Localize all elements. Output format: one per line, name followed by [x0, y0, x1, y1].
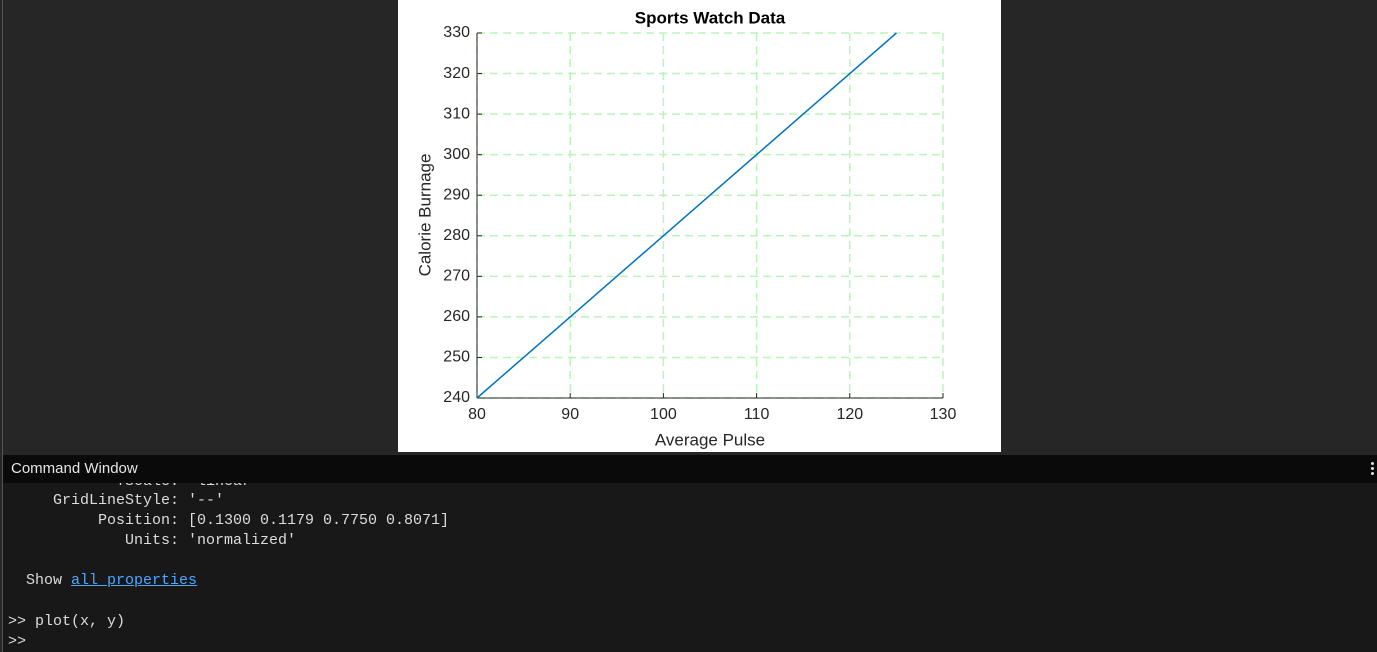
x-tick-label: 100: [650, 406, 677, 423]
property-line: YScale: 'linear': [8, 483, 260, 492]
y-tick-label: 300: [443, 146, 470, 163]
y-tick-label: 280: [443, 227, 470, 244]
y-tick-label: 250: [443, 349, 470, 366]
property-line: Units: 'normalized': [8, 531, 296, 551]
show-line: Show all properties: [26, 571, 197, 591]
data-line: [476, 32, 897, 399]
show-text: Show: [26, 572, 63, 589]
prompt-text: >>: [8, 633, 27, 650]
figure: Sports Watch Data Average Pulse Calorie …: [398, 0, 1001, 452]
property-name: YScale:: [8, 483, 179, 492]
property-line: Position: [0.1300 0.1179 0.7750 0.8071]: [8, 511, 449, 531]
property-line: GridLineStyle: '--': [8, 491, 224, 511]
x-tick-label: 80: [468, 406, 486, 423]
property-name: Units:: [124, 532, 179, 549]
x-tick-label: 130: [930, 406, 957, 423]
y-tick-label: 330: [443, 24, 470, 41]
property-value: 'linear': [188, 483, 260, 490]
chart-title: Sports Watch Data: [635, 8, 786, 27]
x-tick-label: 90: [561, 406, 579, 423]
command-window[interactable]: YScale: 'linear'GridLineStyle: '--'Posit…: [3, 483, 1377, 652]
panel-menu[interactable]: [1371, 462, 1374, 477]
prompt-text: >> plot(x, y): [8, 613, 126, 630]
command-window-header: Command Window: [3, 455, 1377, 483]
y-tick-label: 270: [443, 268, 470, 285]
prompt-line: >> plot(x, y): [8, 612, 125, 632]
chart: Sports Watch Data Average Pulse Calorie …: [415, 8, 957, 449]
prompt-line: >>: [8, 632, 26, 652]
property-name: Position:: [97, 512, 179, 529]
y-tick-label: 290: [443, 186, 470, 203]
panel-title: Command Window: [11, 460, 138, 477]
y-tick-label: 260: [443, 308, 470, 325]
properties-link[interactable]: all properties: [71, 572, 198, 589]
property-value: [0.1300 0.1179 0.7750 0.8071]: [188, 512, 450, 529]
y-tick-label: 320: [443, 65, 470, 82]
y-axis-label: Calorie Burnage: [415, 154, 434, 277]
property-name: GridLineStyle:: [52, 492, 179, 509]
property-value: 'normalized': [188, 532, 297, 549]
y-tick-label: 240: [443, 389, 470, 406]
x-tick-label: 110: [744, 406, 770, 423]
property-value: '--': [188, 492, 225, 509]
x-axis-label: Average Pulse: [655, 430, 765, 449]
divider: [2, 0, 3, 652]
y-tick-label: 310: [443, 105, 470, 122]
x-tick-label: 120: [836, 406, 863, 423]
